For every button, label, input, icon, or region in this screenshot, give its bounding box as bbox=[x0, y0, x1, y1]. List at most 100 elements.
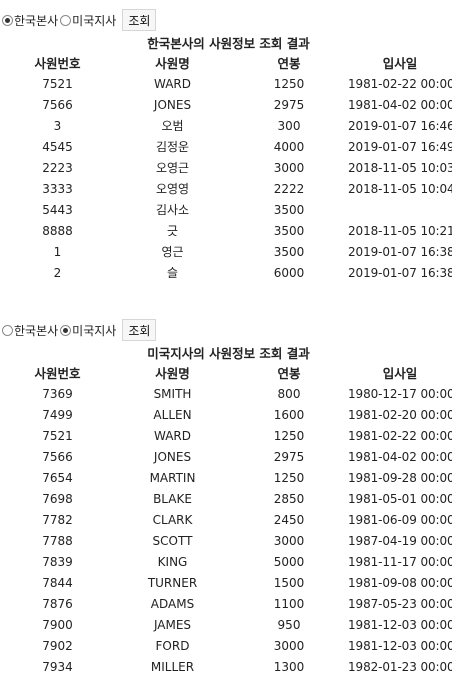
table-row: 2 슬 6000 2019-01-07 16:38:34 bbox=[0, 263, 452, 284]
column-header-salary: 연봉 bbox=[277, 56, 301, 71]
query-button[interactable]: 조회 bbox=[122, 9, 157, 31]
table-row: 7654 MARTIN 1250 1981-09-28 00:00:00 bbox=[0, 468, 452, 489]
cell-emp-name: JONES bbox=[153, 98, 192, 112]
office-selector: 한국본사 미국지사 조회 bbox=[0, 8, 457, 32]
cell-emp-name: KING bbox=[157, 555, 188, 569]
radio-us-label: 미국지사 bbox=[72, 323, 117, 338]
cell-emp-name: TURNER bbox=[147, 576, 198, 590]
table-row: 2223 오영근 3000 2018-11-05 10:03:26 bbox=[0, 158, 452, 179]
table-row: 8888 긋 3500 2018-11-05 10:21:52 bbox=[0, 221, 452, 242]
cell-emp-no: 7566 bbox=[42, 450, 73, 464]
table-row: 7566 JONES 2975 1981-04-02 00:00:00 bbox=[0, 447, 452, 468]
cell-emp-no: 3 bbox=[53, 119, 62, 133]
cell-emp-no: 4545 bbox=[42, 140, 73, 154]
result-caption: 미국지사의 사원정보 조회 결과 bbox=[147, 346, 310, 361]
cell-salary: 5000 bbox=[273, 555, 305, 569]
radio-us-icon[interactable] bbox=[60, 14, 72, 26]
cell-emp-name: MILLER bbox=[150, 660, 195, 674]
cell-emp-name: 오영근 bbox=[155, 161, 190, 175]
cell-hire-date: 1981-09-08 00:00:00 bbox=[348, 576, 452, 590]
cell-emp-no: 7839 bbox=[42, 555, 73, 569]
table-row: 7788 SCOTT 3000 1987-04-19 00:00:00 bbox=[0, 531, 452, 552]
table-row: 4545 김정운 4000 2019-01-07 16:49:42 bbox=[0, 137, 452, 158]
cell-salary: 6000 bbox=[273, 266, 305, 280]
cell-salary: 1250 bbox=[273, 77, 305, 91]
cell-salary: 1600 bbox=[273, 408, 305, 422]
cell-emp-name: BLAKE bbox=[153, 492, 192, 506]
cell-emp-no: 5443 bbox=[42, 203, 73, 217]
radio-us-icon[interactable] bbox=[60, 324, 72, 336]
cell-hire-date: 2018-11-05 10:03:26 bbox=[348, 161, 452, 175]
cell-emp-name: 영근 bbox=[161, 245, 184, 259]
query-button[interactable]: 조회 bbox=[122, 319, 157, 341]
table-header-row: 사원번호 사원명 연봉 입사일 bbox=[0, 54, 452, 74]
cell-emp-name: ALLEN bbox=[153, 408, 192, 422]
cell-emp-name: 김사소 bbox=[155, 203, 190, 217]
cell-emp-no: 7876 bbox=[42, 597, 73, 611]
table-body: 7521 WARD 1250 1981-02-22 00:00:00 7566 JONES… bbox=[0, 74, 452, 284]
table-row: 3333 오영영 2222 2018-11-05 10:04:17 bbox=[0, 179, 452, 200]
table-row: 7499 ALLEN 1600 1981-02-20 00:00:00 bbox=[0, 405, 452, 426]
cell-hire-date: 1981-02-20 00:00:00 bbox=[348, 408, 452, 422]
cell-salary: 1100 bbox=[273, 597, 305, 611]
table-row: 5443 김사소 3500 bbox=[0, 200, 452, 221]
cell-emp-no: 8888 bbox=[42, 224, 73, 238]
cell-emp-no: 7698 bbox=[42, 492, 73, 506]
cell-salary: 2222 bbox=[273, 182, 305, 196]
cell-hire-date: 2019-01-07 16:38:29 bbox=[348, 245, 452, 259]
radio-option-hq[interactable]: 한국본사 bbox=[2, 322, 58, 339]
cell-emp-name: ADAMS bbox=[150, 597, 195, 611]
cell-emp-no: 1 bbox=[53, 245, 62, 259]
office-selector: 한국본사 미국지사 조회 bbox=[0, 318, 457, 342]
cell-emp-no: 7844 bbox=[42, 576, 73, 590]
cell-hire-date: 1981-12-03 00:00:00 bbox=[348, 618, 452, 632]
cell-salary: 1500 bbox=[273, 576, 305, 590]
radio-option-us[interactable]: 미국지사 bbox=[60, 322, 116, 339]
cell-hire-date: 1981-05-01 00:00:00 bbox=[348, 492, 452, 506]
cell-hire-date: 1981-09-28 00:00:00 bbox=[348, 471, 452, 485]
cell-hire-date: 1987-05-23 00:00:00 bbox=[348, 597, 452, 611]
cell-hire-date: 2019-01-07 16:46:05 bbox=[348, 119, 452, 133]
radio-hq-icon[interactable] bbox=[2, 14, 13, 26]
cell-hire-date: 1987-04-19 00:00:00 bbox=[348, 534, 452, 548]
cell-emp-name: 슬 bbox=[166, 266, 179, 280]
column-header-salary: 연봉 bbox=[277, 366, 301, 381]
cell-emp-no: 7782 bbox=[42, 513, 73, 527]
cell-salary: 2450 bbox=[273, 513, 305, 527]
hq-query-section: 한국본사 미국지사 조회 한국본사의 사원정보 조회 결과 사원번호 사원명 연… bbox=[0, 8, 457, 284]
radio-option-us[interactable]: 미국지사 bbox=[60, 12, 116, 29]
cell-emp-name: WARD bbox=[154, 77, 191, 91]
cell-emp-name: 오범 bbox=[161, 119, 184, 133]
cell-salary: 1250 bbox=[273, 429, 305, 443]
table-row: 7934 MILLER 1300 1982-01-23 00:00:00 bbox=[0, 657, 452, 678]
cell-hire-date: 1981-02-22 00:00:00 bbox=[348, 77, 452, 91]
result-caption: 한국본사의 사원정보 조회 결과 bbox=[147, 36, 310, 51]
table-row: 7521 WARD 1250 1981-02-22 00:00:00 bbox=[0, 74, 452, 95]
cell-emp-name: 김정운 bbox=[155, 140, 190, 154]
cell-emp-name: JONES bbox=[153, 450, 192, 464]
cell-hire-date: 2018-11-05 10:21:52 bbox=[348, 224, 452, 238]
cell-hire-date: 1981-02-22 00:00:00 bbox=[348, 429, 452, 443]
radio-option-hq[interactable]: 한국본사 bbox=[2, 12, 58, 29]
column-header-emp-name: 사원명 bbox=[155, 366, 190, 381]
column-header-emp-no: 사원번호 bbox=[34, 56, 81, 71]
table-row: 7902 FORD 3000 1981-12-03 00:00:00 bbox=[0, 636, 452, 657]
cell-emp-no: 3333 bbox=[42, 182, 73, 196]
cell-emp-name: JAMES bbox=[153, 618, 192, 632]
radio-hq-icon[interactable] bbox=[2, 324, 13, 336]
cell-salary: 2850 bbox=[273, 492, 305, 506]
cell-hire-date: 1982-01-23 00:00:00 bbox=[348, 660, 452, 674]
cell-salary: 3000 bbox=[273, 639, 305, 653]
cell-emp-no: 7566 bbox=[42, 98, 73, 112]
cell-hire-date: 1981-04-02 00:00:00 bbox=[348, 98, 452, 112]
cell-emp-no: 7369 bbox=[42, 387, 73, 401]
cell-emp-no: 7499 bbox=[42, 408, 73, 422]
table-row: 7782 CLARK 2450 1981-06-09 00:00:00 bbox=[0, 510, 452, 531]
cell-emp-no: 7934 bbox=[42, 660, 73, 674]
cell-hire-date: 1981-06-09 00:00:00 bbox=[348, 513, 452, 527]
table-row: 3 오범 300 2019-01-07 16:46:05 bbox=[0, 116, 452, 137]
table-row: 7566 JONES 2975 1981-04-02 00:00:00 bbox=[0, 95, 452, 116]
cell-emp-no: 7788 bbox=[42, 534, 73, 548]
cell-emp-name: MARTIN bbox=[149, 471, 196, 485]
column-header-hire-date: 입사일 bbox=[382, 56, 418, 71]
